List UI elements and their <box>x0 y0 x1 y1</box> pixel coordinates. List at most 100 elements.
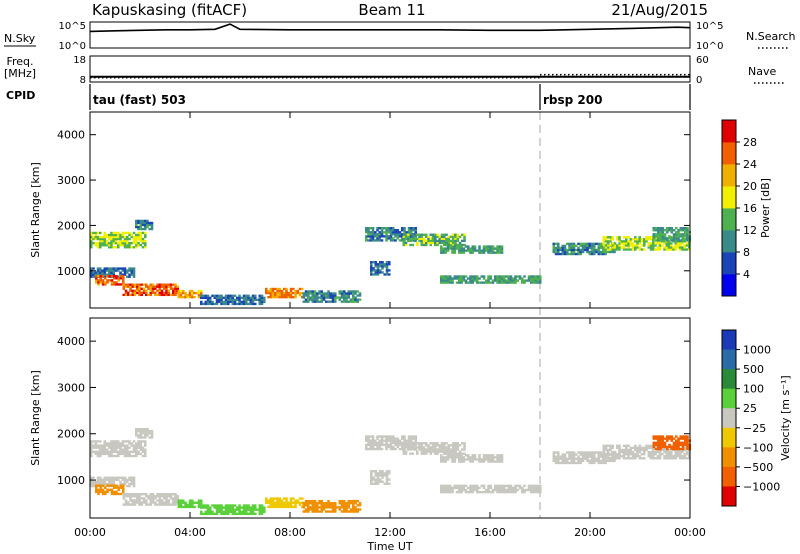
data-cell <box>229 298 232 302</box>
data-cell <box>105 239 109 243</box>
data-cell <box>278 295 282 299</box>
data-cell <box>672 233 676 236</box>
data-cell <box>251 298 255 302</box>
data-cell <box>105 267 109 270</box>
data-cell <box>352 499 355 503</box>
data-cell <box>383 227 386 230</box>
data-cell <box>467 281 470 284</box>
data-cell <box>117 244 120 247</box>
data-cell <box>123 450 127 454</box>
data-cell <box>570 252 574 256</box>
data-cell <box>371 229 375 232</box>
data-cell <box>683 446 687 450</box>
data-cell <box>108 446 111 449</box>
data-cell <box>145 293 148 297</box>
data-cell <box>566 242 569 246</box>
data-cell <box>627 450 630 454</box>
data-cell <box>140 287 144 290</box>
data-cell <box>371 239 375 242</box>
data-cell <box>231 298 235 302</box>
data-cell <box>505 484 508 488</box>
data-cell <box>387 231 391 234</box>
data-cell <box>358 502 362 505</box>
data-cell <box>679 437 683 440</box>
data-cell <box>649 457 653 460</box>
frequency-panel-frame <box>89 55 691 83</box>
data-cell <box>643 238 646 241</box>
data-cell <box>144 450 147 454</box>
data-cell <box>420 446 424 449</box>
data-cell <box>649 246 653 249</box>
data-cell <box>658 246 662 249</box>
data-cell <box>604 455 608 458</box>
data-cell <box>471 277 475 280</box>
data-cell <box>99 271 102 274</box>
data-cell <box>686 237 689 240</box>
data-cell <box>462 251 466 254</box>
data-cell <box>672 443 676 447</box>
data-cell <box>213 302 217 306</box>
data-cell <box>130 444 134 447</box>
data-cell <box>347 296 351 299</box>
data-cell <box>579 461 583 465</box>
data-cell <box>122 279 125 282</box>
data-cell <box>174 293 177 297</box>
data-cell <box>169 293 173 297</box>
data-cell <box>530 279 533 282</box>
data-cell <box>325 296 328 299</box>
data-cell <box>200 506 203 509</box>
data-cell <box>579 250 583 254</box>
data-cell <box>215 298 219 302</box>
data-cell <box>177 499 181 502</box>
data-cell <box>135 427 138 431</box>
data-cell <box>661 441 665 444</box>
data-cell <box>184 295 187 299</box>
data-cell <box>449 275 452 278</box>
data-cell <box>581 459 585 463</box>
data-cell <box>447 237 451 241</box>
data-cell <box>374 482 378 485</box>
data-cell <box>276 293 279 297</box>
data-cell <box>182 499 185 502</box>
data-cell <box>202 302 205 306</box>
data-cell <box>590 242 594 246</box>
data-cell <box>94 442 98 445</box>
data-cell <box>193 295 196 299</box>
data-cell <box>222 506 226 509</box>
data-cell <box>575 252 578 256</box>
data-cell <box>683 455 687 458</box>
data-cell <box>96 450 100 454</box>
data-cell <box>607 448 610 452</box>
data-cell <box>325 300 328 303</box>
data-cell <box>92 480 95 484</box>
data-cell <box>429 241 433 245</box>
data-cell <box>110 239 113 243</box>
data-cell <box>174 285 177 288</box>
data-cell <box>666 231 669 234</box>
data-cell <box>498 460 502 463</box>
data-cell <box>117 492 121 496</box>
data-cell <box>385 231 388 234</box>
data-cell <box>464 490 468 494</box>
data-cell <box>454 241 457 245</box>
data-cell <box>110 235 113 239</box>
data-cell <box>602 444 606 447</box>
data-cell <box>126 448 129 451</box>
data-cell <box>577 250 580 254</box>
data-cell <box>392 231 395 234</box>
data-cell <box>165 293 168 297</box>
data-cell <box>117 235 120 239</box>
data-cell <box>380 235 384 238</box>
data-cell <box>238 510 241 513</box>
data-cell <box>431 241 435 245</box>
data-cell <box>370 261 373 264</box>
data-cell <box>121 244 125 247</box>
data-cell <box>688 244 691 247</box>
data-cell <box>666 445 669 449</box>
data-cell <box>172 497 175 500</box>
data-cell <box>276 287 279 291</box>
data-cell <box>112 231 116 235</box>
data-cell <box>101 452 104 456</box>
data-cell <box>365 235 368 238</box>
data-cell <box>670 229 674 232</box>
